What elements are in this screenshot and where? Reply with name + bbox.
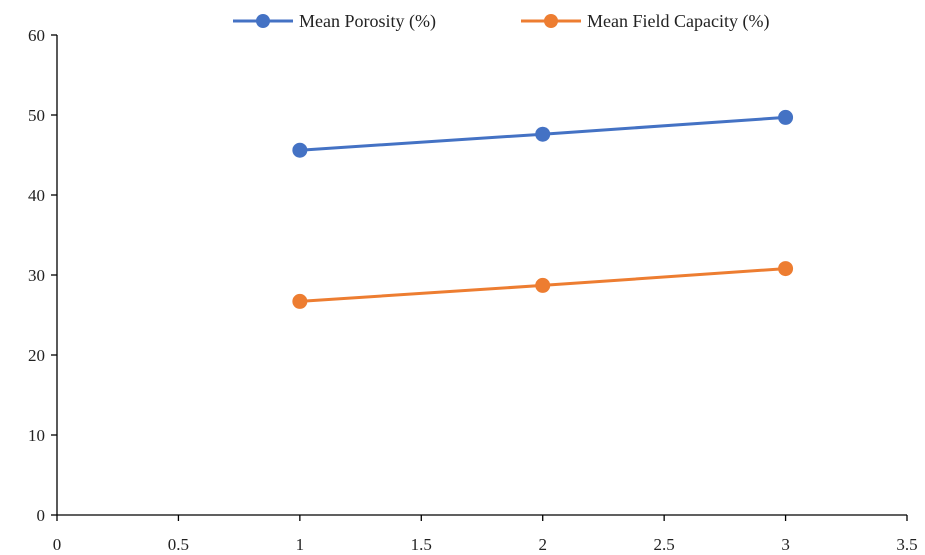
x-tick-label: 1 <box>296 535 305 554</box>
tick-labels: 0 10 20 30 40 50 60 0 0.5 1 1.5 2 2.5 3 3.5 <box>28 26 918 554</box>
y-tick-label: 30 <box>28 266 45 285</box>
axes <box>51 34 908 521</box>
legend-label: Mean Porosity (%) <box>299 11 436 32</box>
legend-item-2: Mean Field Capacity (%) <box>521 11 769 32</box>
legend-swatch-marker <box>256 14 270 28</box>
data-point <box>778 109 794 125</box>
x-tick-label: 1.5 <box>411 535 432 554</box>
legend-item-1: Mean Porosity (%) <box>233 11 436 32</box>
legend-label: Mean Field Capacity (%) <box>587 11 769 32</box>
data-point <box>292 293 308 309</box>
y-tick-label: 50 <box>28 106 45 125</box>
legend: Mean Porosity (%) Mean Field Capacity (%) <box>233 11 769 32</box>
y-tick-label: 40 <box>28 186 45 205</box>
legend-swatch-marker <box>544 14 558 28</box>
x-tick-label: 2.5 <box>654 535 675 554</box>
y-tick-label: 0 <box>37 506 46 525</box>
x-tick-label: 2 <box>538 535 547 554</box>
x-tick-label: 0.5 <box>168 535 189 554</box>
x-tick-label: 0 <box>53 535 62 554</box>
y-tick-label: 10 <box>28 426 45 445</box>
series <box>292 109 794 309</box>
data-point <box>535 126 551 142</box>
series-1 <box>292 109 794 158</box>
y-tick-label: 20 <box>28 346 45 365</box>
data-point <box>535 277 551 293</box>
data-point <box>292 142 308 158</box>
y-tick-label: 60 <box>28 26 45 45</box>
series-2 <box>292 261 794 309</box>
data-point <box>778 261 794 277</box>
x-tick-label: 3.5 <box>896 535 917 554</box>
x-tick-label: 3 <box>781 535 790 554</box>
